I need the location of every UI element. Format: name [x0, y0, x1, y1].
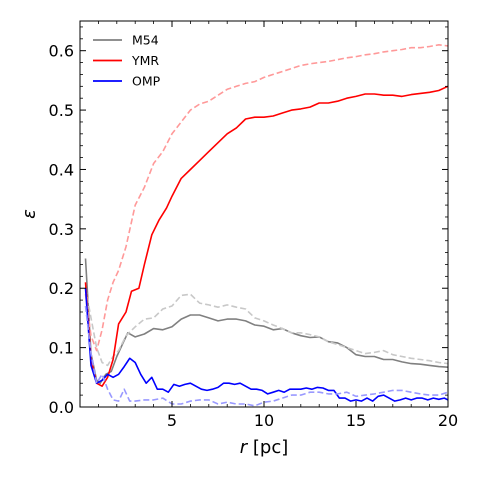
x-axis-label-var: r: [240, 437, 249, 458]
axis-ticks: [80, 21, 449, 408]
y-axis-label: ε: [19, 209, 40, 219]
x-axis-label: r [pc]: [240, 437, 289, 458]
series-line-m54: [84, 258, 448, 384]
y-tick-label: 0.2: [49, 279, 74, 298]
plot-lines: [84, 44, 448, 407]
legend-label-ymr: YMR: [131, 53, 159, 68]
series-line-omp-dashed: [84, 305, 448, 407]
y-tick-label: 0.3: [49, 220, 74, 239]
series-line-ymr-dashed: [84, 44, 448, 352]
series-line-m54-dashed: [84, 288, 448, 367]
x-axis-label-unit: [pc]: [247, 437, 288, 458]
axis-tick-labels: 5 10 15 20 0.0 0.1 0.2 0.3 0.4 0.5 0.6: [49, 42, 459, 430]
y-tick-label: 0.1: [49, 339, 74, 358]
y-tick-label: 0.6: [49, 42, 74, 61]
x-tick-label: 5: [167, 411, 177, 430]
y-tick-label: 0.0: [49, 398, 74, 417]
y-tick-label: 0.4: [49, 160, 74, 179]
x-tick-label: 15: [346, 411, 366, 430]
x-tick-label: 20: [438, 411, 458, 430]
y-tick-label: 0.5: [49, 101, 74, 120]
legend: M54 YMR OMP: [93, 33, 161, 89]
series-line-omp: [84, 288, 448, 402]
legend-label-m54: M54: [132, 33, 159, 48]
series-line-ymr: [84, 85, 448, 387]
legend-label-omp: OMP: [132, 74, 161, 89]
x-tick-label: 10: [254, 411, 274, 430]
